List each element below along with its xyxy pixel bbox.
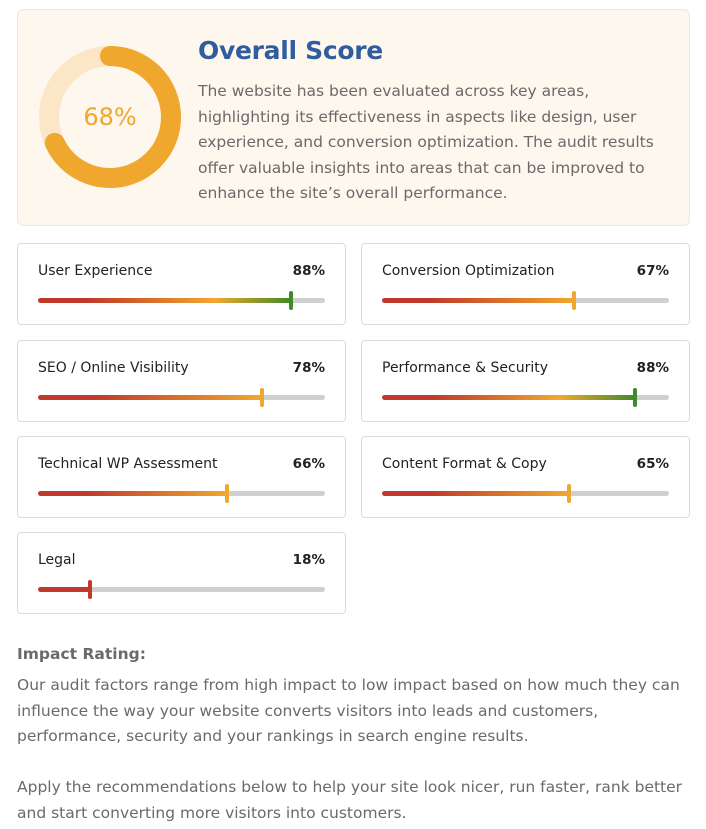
score-card-percent: 18% <box>292 552 325 568</box>
score-progress-track <box>382 388 669 407</box>
score-progress-track <box>382 484 669 503</box>
score-card-technical-wp-assessment: Technical WP Assessment 66% <box>17 436 346 518</box>
score-card-label: Conversion Optimization <box>382 263 555 279</box>
score-progress-fill <box>382 298 575 303</box>
score-card-user-experience: User Experience 88% <box>17 243 346 325</box>
score-progress-marker <box>87 580 92 599</box>
score-progress-track <box>38 580 325 599</box>
score-card-label: Content Format & Copy <box>382 456 547 472</box>
score-card-content-format-copy: Content Format & Copy 65% <box>361 436 690 518</box>
score-progress-fill <box>38 298 291 303</box>
overall-score-panel: 68% Overall Score The website has been e… <box>17 9 690 226</box>
donut-arc <box>39 46 181 188</box>
score-card-percent: 78% <box>292 360 325 376</box>
score-progress-track <box>38 484 325 503</box>
score-progress-marker <box>288 291 293 310</box>
score-card-conversion-optimization: Conversion Optimization 67% <box>361 243 690 325</box>
score-card-legal: Legal 18% <box>17 532 346 614</box>
score-card-percent: 88% <box>636 360 669 376</box>
overall-score-donut: 68% <box>38 45 182 189</box>
score-progress-fill <box>382 491 569 496</box>
overall-score-description: The website has been evaluated across ke… <box>198 82 654 202</box>
recommendations-intro: Apply the recommendations below to help … <box>17 778 683 822</box>
score-card-label: Performance & Security <box>382 360 549 376</box>
score-progress-marker <box>259 388 264 407</box>
score-progress-marker <box>632 388 637 407</box>
score-progress-track <box>38 388 325 407</box>
score-progress-track <box>382 291 669 310</box>
score-progress-track <box>38 291 325 310</box>
score-card-percent: 66% <box>292 456 325 472</box>
score-card-label: User Experience <box>38 263 153 279</box>
score-card-percent: 88% <box>292 263 325 279</box>
score-card-percent: 67% <box>636 263 669 279</box>
donut-chart <box>39 46 181 188</box>
score-card-seo-online-visibility: SEO / Online Visibility 78% <box>17 340 346 422</box>
score-progress-fill <box>38 395 262 400</box>
score-card-label: Legal <box>38 552 76 568</box>
score-progress-marker <box>225 484 230 503</box>
impact-rating-heading: Impact Rating: <box>17 645 146 663</box>
impact-rating-description: Our audit factors range from high impact… <box>17 676 680 745</box>
score-card-label: Technical WP Assessment <box>38 456 218 472</box>
score-progress-fill <box>38 587 90 592</box>
score-card-performance-security: Performance & Security 88% <box>361 340 690 422</box>
score-progress-fill <box>382 395 635 400</box>
score-progress-fill <box>38 491 228 496</box>
score-card-label: SEO / Online Visibility <box>38 360 189 376</box>
score-progress-marker <box>572 291 577 310</box>
score-progress-marker <box>566 484 571 503</box>
score-card-percent: 65% <box>636 456 669 472</box>
overall-score-title: Overall Score <box>198 36 383 65</box>
overall-score-value: 68% <box>83 103 137 131</box>
